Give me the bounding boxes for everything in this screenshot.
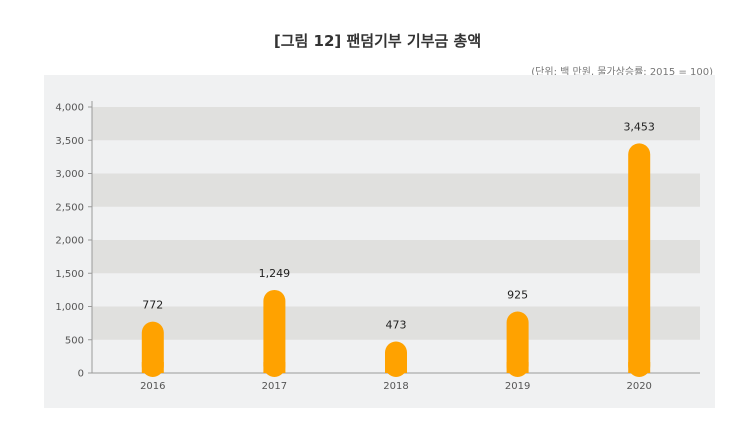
data-label: 3,453 bbox=[623, 120, 655, 133]
bar-base bbox=[385, 362, 407, 373]
y-tick-label: 4,000 bbox=[55, 103, 84, 114]
y-tick-label: 2,000 bbox=[55, 236, 84, 247]
grid-band bbox=[92, 306, 700, 340]
data-label: 1,249 bbox=[259, 267, 291, 280]
bar bbox=[628, 143, 651, 377]
x-tick-label: 2020 bbox=[626, 381, 651, 392]
data-label: 473 bbox=[386, 319, 407, 332]
x-tick-label: 2017 bbox=[262, 381, 287, 392]
bar-base bbox=[506, 362, 529, 373]
data-label: 772 bbox=[142, 299, 163, 312]
x-tick-label: 2018 bbox=[383, 381, 408, 392]
y-tick-label: 500 bbox=[65, 335, 84, 346]
y-tick-label: 2,500 bbox=[55, 202, 84, 213]
grid-band bbox=[92, 107, 700, 141]
x-tick-label: 2016 bbox=[140, 381, 165, 392]
y-tick-label: 1,500 bbox=[55, 269, 84, 280]
y-tick-label: 3,000 bbox=[55, 169, 84, 180]
grid-band bbox=[92, 240, 700, 274]
y-tick-label: 3,500 bbox=[55, 136, 84, 147]
x-tick-label: 2019 bbox=[505, 381, 530, 392]
chart-title: [그림 12] 팬덤기부 기부금 총액 bbox=[273, 32, 482, 50]
grid-band bbox=[92, 173, 700, 207]
bar-base bbox=[263, 362, 286, 373]
bar bbox=[506, 311, 529, 377]
data-label: 925 bbox=[507, 288, 528, 301]
bar-base bbox=[141, 362, 164, 373]
bar bbox=[263, 289, 286, 377]
y-tick-label: 1,000 bbox=[55, 302, 84, 313]
y-tick-label: 0 bbox=[78, 369, 84, 380]
bar-base bbox=[628, 362, 651, 373]
unit-note: (단위: 백 만원, 물가상승률: 2015 = 100) bbox=[531, 67, 713, 78]
